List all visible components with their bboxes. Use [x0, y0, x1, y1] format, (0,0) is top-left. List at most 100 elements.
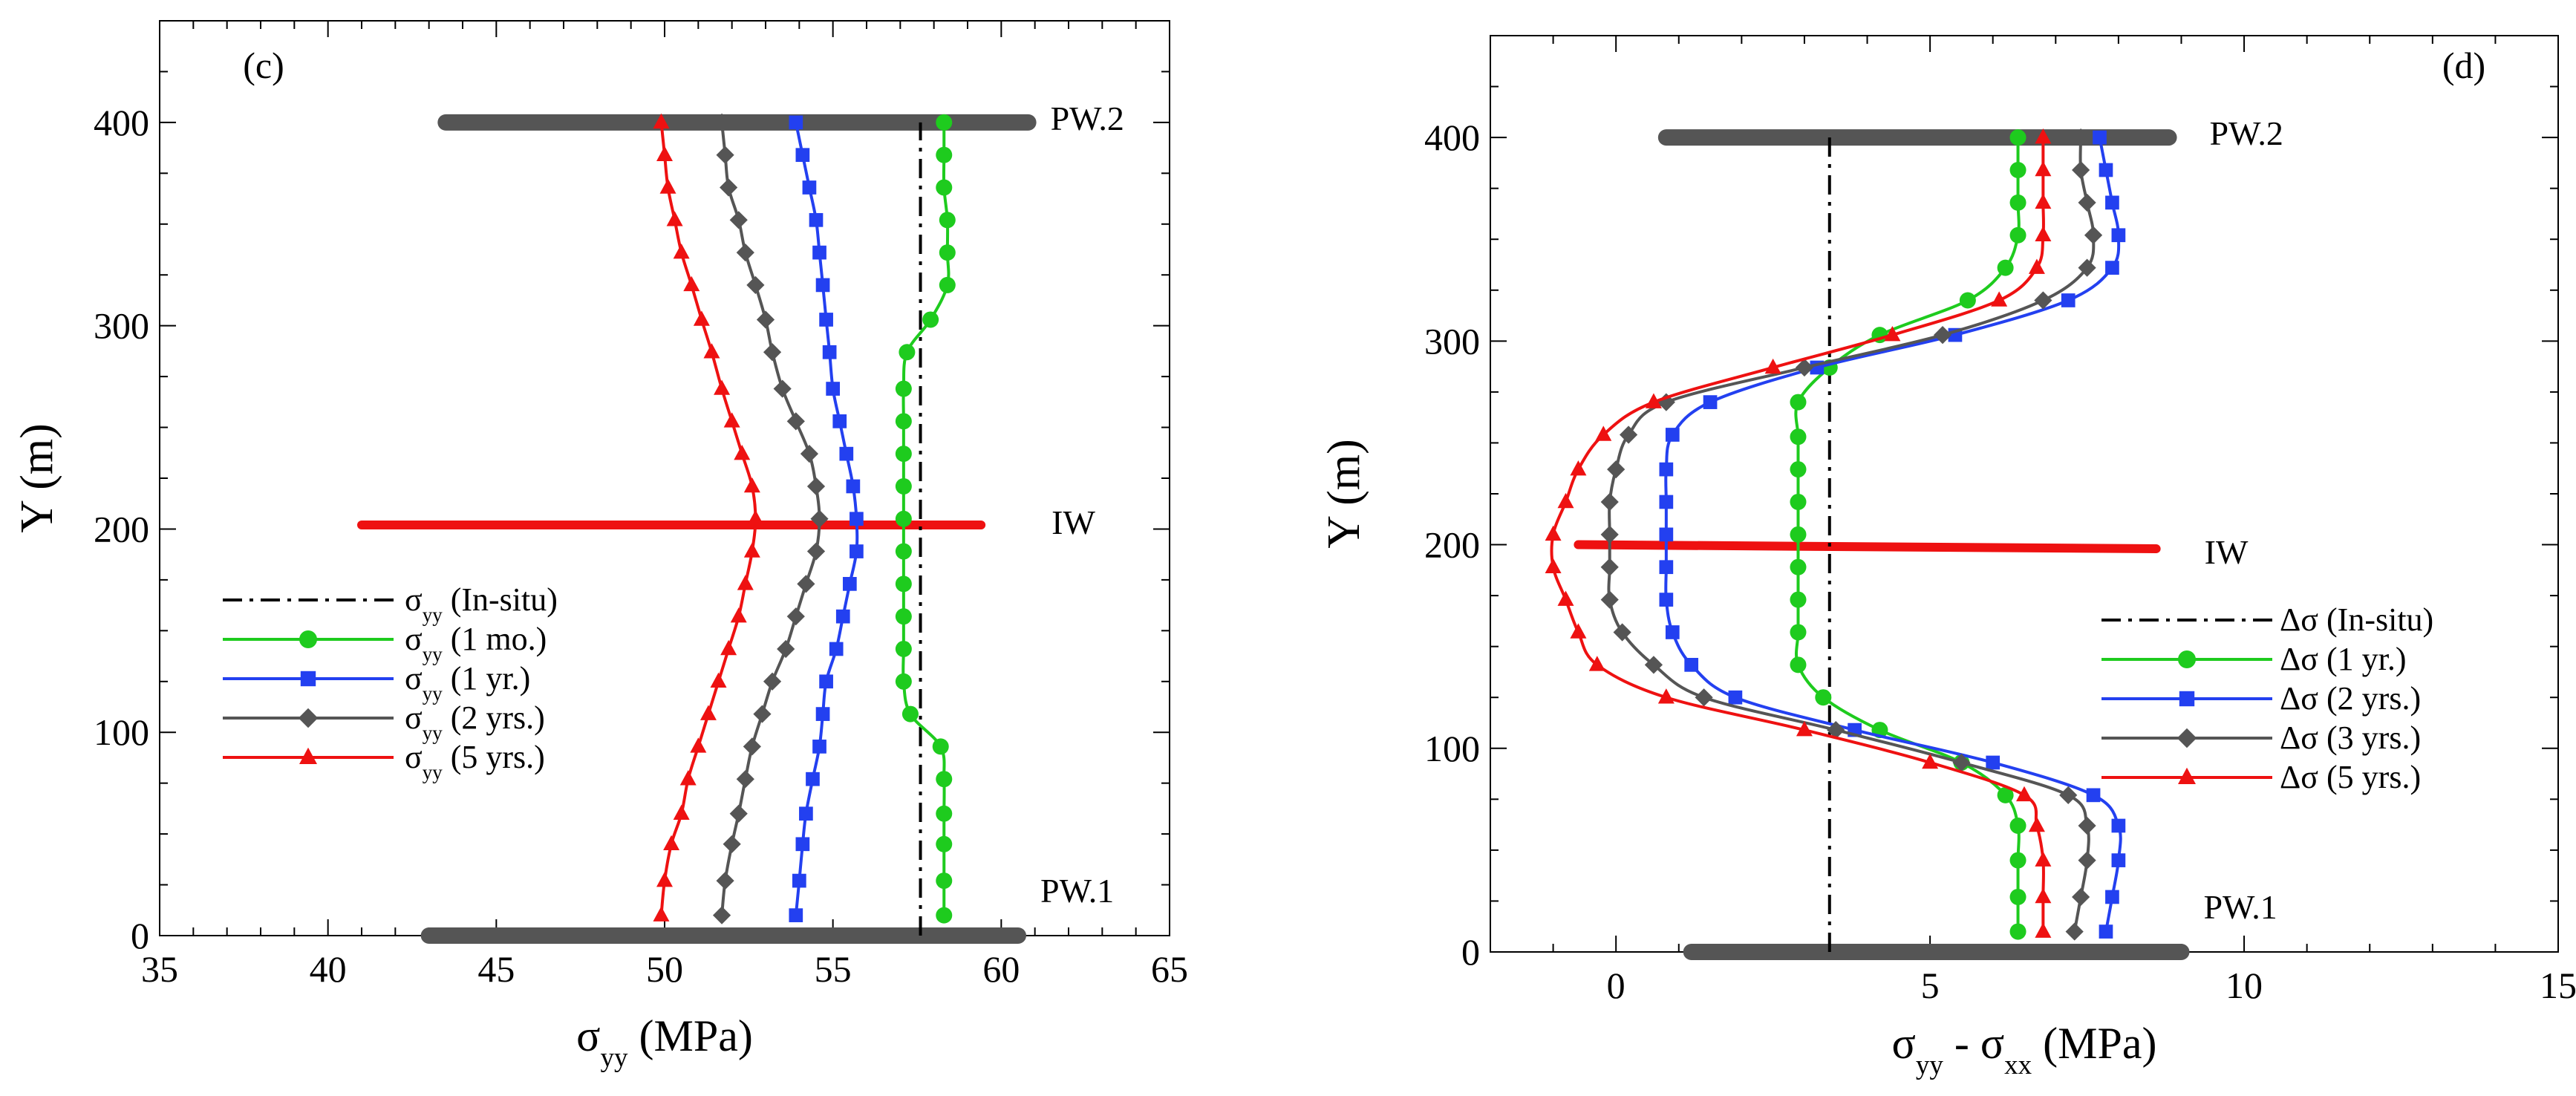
data-point	[1815, 689, 1832, 706]
data-point	[895, 380, 912, 397]
legend-entry-label: σyy (5 yrs.)	[405, 739, 545, 783]
x-axis-label-part-2: yy	[601, 1043, 629, 1073]
data-point	[1991, 291, 2008, 307]
legend-entry-label-part-2: yy	[423, 722, 443, 744]
well-bar-iw	[1574, 540, 2161, 554]
data-point	[2065, 922, 2084, 941]
x-axis-label: σyy - σxx (MPa)	[1892, 1019, 2157, 1080]
legend-entry-label-part-2: yy	[423, 682, 443, 705]
data-point	[1600, 558, 1619, 576]
data-point	[936, 771, 953, 788]
data-point	[812, 740, 826, 754]
data-point	[2078, 851, 2096, 870]
data-point	[2034, 291, 2052, 310]
data-point	[2035, 887, 2052, 904]
data-point	[895, 640, 912, 657]
x-tick-label: 10	[2226, 965, 2263, 1006]
data-point	[712, 113, 731, 131]
data-point	[1557, 492, 1574, 509]
y-tick-label: 100	[94, 711, 149, 753]
data-point	[746, 275, 765, 295]
data-point	[850, 544, 864, 558]
data-point	[673, 804, 690, 820]
data-point	[1570, 460, 1587, 476]
x-tick-label: 15	[2540, 965, 2576, 1006]
data-point	[901, 705, 919, 722]
x-tick-label: 65	[1151, 948, 1188, 990]
data-point	[842, 577, 857, 591]
legend-entry-label-part-2: yy	[423, 604, 443, 626]
legend: Δσ (In-situ)Δσ (1 yr.)Δσ (2 yrs.)Δσ (3 y…	[2101, 601, 2433, 795]
series-2	[895, 114, 956, 924]
legend-entry-label-part-3: (1 yr.)	[443, 660, 531, 697]
data-point	[1557, 590, 1574, 606]
legend-entry-label-part-2: (2 yrs.)	[2318, 680, 2421, 717]
data-point	[1684, 657, 1699, 672]
data-point	[712, 906, 731, 924]
data-point	[2072, 160, 2090, 180]
data-point	[806, 542, 826, 561]
data-point	[1545, 558, 1562, 573]
x-axis-label-part-1: σ	[576, 1011, 600, 1060]
data-point	[815, 707, 830, 721]
y-tick-label: 0	[131, 915, 149, 956]
data-point	[1997, 259, 2014, 276]
data-point	[1659, 593, 1674, 607]
x-tick-label: 40	[310, 948, 347, 990]
data-point	[1545, 525, 1562, 541]
data-point	[2078, 193, 2096, 212]
legend-entry-label-part-3: (2 yrs.)	[443, 699, 545, 736]
data-point	[2111, 818, 2126, 833]
data-point	[743, 542, 760, 558]
data-point	[802, 180, 817, 195]
data-point	[679, 770, 697, 786]
data-point	[936, 114, 953, 131]
data-point	[720, 639, 737, 656]
x-tick-label: 45	[477, 948, 515, 990]
data-point	[1790, 461, 1807, 478]
data-point	[723, 835, 741, 853]
data-point	[895, 673, 912, 690]
y-tick-label: 400	[94, 102, 149, 143]
data-point	[763, 672, 782, 691]
data-point	[822, 345, 837, 359]
data-point	[819, 313, 833, 327]
data-point	[2093, 130, 2107, 145]
series-5	[653, 113, 764, 922]
legend-entry-label-part-3: (5 yrs.)	[443, 739, 545, 775]
data-point	[789, 908, 803, 922]
data-point	[1659, 527, 1674, 542]
data-point	[1659, 462, 1674, 477]
y-tick-label: 0	[1461, 931, 1480, 973]
data-point	[2035, 226, 2052, 241]
data-point	[812, 245, 826, 260]
data-point	[1790, 394, 1807, 411]
data-point	[1595, 425, 1612, 441]
legend-entry-label-part-1: Δσ	[2280, 720, 2318, 756]
series-5	[1545, 128, 2052, 938]
data-point	[835, 609, 850, 624]
x-axis-label-part-5: xx	[2004, 1050, 2032, 1080]
data-point	[895, 477, 912, 495]
legend-entry-label-part-1: σ	[405, 739, 423, 775]
data-point	[846, 479, 861, 494]
data-point	[810, 509, 829, 528]
data-point	[2099, 163, 2113, 177]
data-point	[683, 275, 700, 292]
well-label-pw_2: PW.2	[1051, 100, 1124, 137]
data-point	[2078, 816, 2096, 835]
data-point	[795, 148, 810, 163]
series-3	[1659, 130, 2126, 939]
x-axis-label-part-1: σ	[1892, 1019, 1916, 1068]
legend-swatch-marker	[299, 630, 317, 648]
data-point	[1790, 526, 1807, 543]
data-point	[703, 343, 720, 359]
data-point	[653, 906, 670, 922]
data-point	[826, 382, 841, 396]
data-point	[2009, 817, 2026, 834]
data-point	[700, 705, 717, 720]
data-point	[806, 772, 820, 786]
y-tick-label: 200	[94, 508, 149, 549]
